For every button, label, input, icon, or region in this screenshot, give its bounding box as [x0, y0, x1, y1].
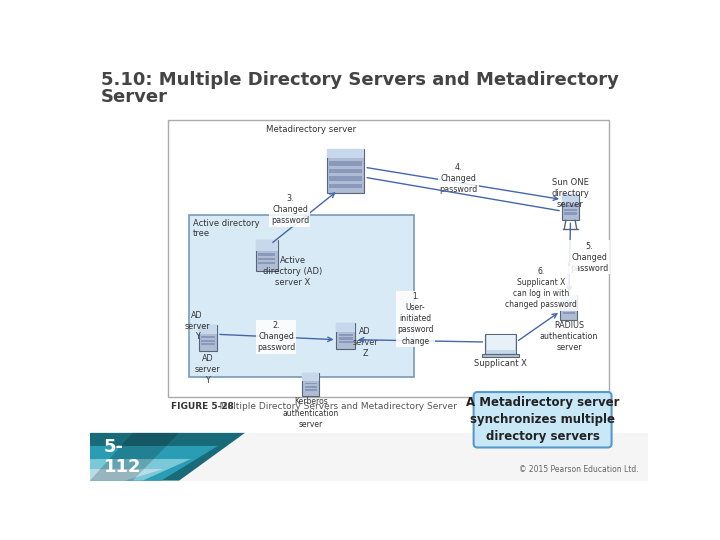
- Text: Server: Server: [101, 88, 168, 106]
- Bar: [201, 343, 215, 346]
- Text: AD
server
Y: AD server Y: [184, 311, 210, 341]
- Polygon shape: [90, 433, 245, 481]
- Text: 1.
User-
initiated
password
change: 1. User- initiated password change: [397, 292, 433, 346]
- Bar: [487, 335, 515, 350]
- Bar: [199, 325, 217, 351]
- Text: FIGURE 5-28: FIGURE 5-28: [171, 402, 233, 411]
- Bar: [336, 323, 355, 349]
- Bar: [258, 253, 275, 256]
- Bar: [336, 323, 355, 332]
- Bar: [563, 312, 575, 314]
- Text: 4.
Changed
password: 4. Changed password: [439, 163, 477, 194]
- Bar: [199, 325, 217, 334]
- Bar: [305, 382, 317, 384]
- Bar: [168, 120, 609, 397]
- Bar: [564, 212, 577, 214]
- Bar: [305, 386, 317, 388]
- Text: Active
directory (AD)
server X: Active directory (AD) server X: [264, 256, 323, 287]
- Text: 5.10: Multiple Directory Servers and Metadirectory: 5.10: Multiple Directory Servers and Met…: [101, 71, 618, 89]
- Text: 5-
112: 5- 112: [104, 438, 141, 476]
- Bar: [90, 433, 648, 481]
- Text: AD
server
Y: AD server Y: [195, 354, 220, 384]
- Bar: [327, 148, 364, 193]
- Bar: [339, 338, 353, 340]
- Bar: [564, 209, 577, 211]
- Text: Sun ONE
directory
server: Sun ONE directory server: [552, 178, 590, 209]
- Bar: [189, 215, 414, 377]
- FancyBboxPatch shape: [474, 392, 611, 448]
- Bar: [564, 205, 577, 207]
- Text: 2.
Changed
password: 2. Changed password: [257, 321, 295, 352]
- Bar: [563, 309, 575, 311]
- Polygon shape: [90, 469, 163, 481]
- Text: Metadirectory server: Metadirectory server: [266, 125, 356, 134]
- Text: RADIUS
authentication
server: RADIUS authentication server: [540, 321, 598, 353]
- Bar: [482, 354, 519, 357]
- Bar: [201, 340, 215, 342]
- Text: Active directory
tree: Active directory tree: [193, 219, 260, 238]
- Text: AD
server
Z: AD server Z: [352, 327, 378, 358]
- Bar: [562, 194, 579, 220]
- Text: Supplicant X: Supplicant X: [474, 359, 527, 368]
- Bar: [256, 240, 277, 251]
- Bar: [327, 148, 364, 158]
- Bar: [258, 262, 275, 265]
- Bar: [339, 341, 353, 343]
- Text: © 2015 Pearson Education Ltd.: © 2015 Pearson Education Ltd.: [519, 465, 639, 474]
- Bar: [330, 169, 362, 173]
- Bar: [305, 389, 317, 391]
- Bar: [258, 258, 275, 260]
- Bar: [201, 336, 215, 338]
- Polygon shape: [90, 433, 179, 481]
- Polygon shape: [90, 446, 218, 481]
- Text: Multiple Directory Servers and Metadirectory Server: Multiple Directory Servers and Metadirec…: [211, 402, 456, 411]
- Text: 3.
Changed
password: 3. Changed password: [271, 194, 309, 225]
- Bar: [330, 177, 362, 181]
- Text: Kerberos
authentication
server: Kerberos authentication server: [283, 397, 339, 429]
- Bar: [330, 161, 362, 166]
- Bar: [560, 295, 577, 303]
- Bar: [302, 373, 320, 396]
- Bar: [563, 306, 575, 307]
- Bar: [330, 184, 362, 188]
- Bar: [560, 295, 577, 320]
- Bar: [256, 240, 277, 271]
- Bar: [339, 334, 353, 336]
- Polygon shape: [90, 459, 191, 481]
- Bar: [302, 373, 320, 381]
- Text: 5.
Changed
password: 5. Changed password: [570, 242, 608, 273]
- Bar: [485, 334, 516, 354]
- Text: A Metadirectory server
synchronizes multiple
directory servers: A Metadirectory server synchronizes mult…: [466, 396, 619, 443]
- Text: 6.
Supplicant X
can log in with
changed password: 6. Supplicant X can log in with changed …: [505, 267, 577, 309]
- Bar: [562, 194, 579, 204]
